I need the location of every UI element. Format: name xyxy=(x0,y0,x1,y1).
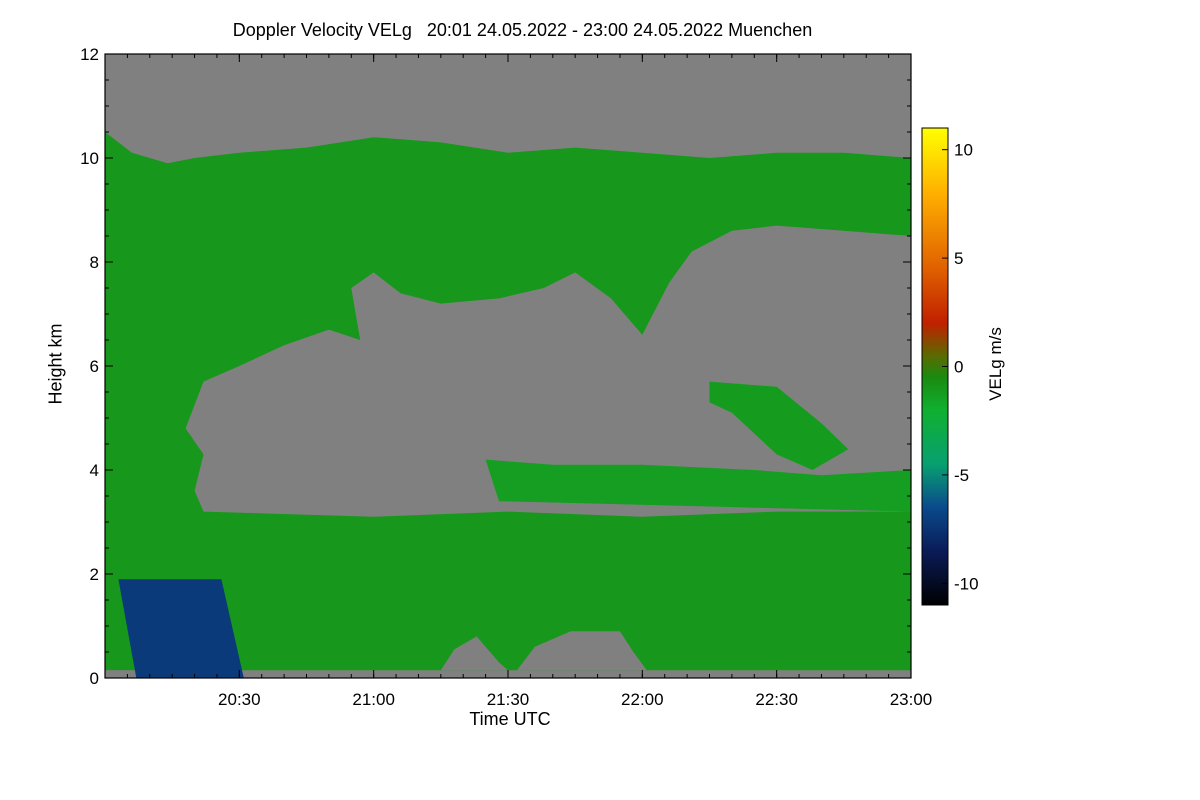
x-tick-label: 23:00 xyxy=(890,690,933,709)
x-tick-label: 21:00 xyxy=(352,690,395,709)
colorbar-axis: -10 -5 0 5 10 xyxy=(942,141,979,593)
region-fall-streak xyxy=(118,579,244,678)
colorbar-tick-label: -10 xyxy=(954,574,979,593)
x-axis-label: Time UTC xyxy=(469,709,551,729)
y-tick-label: 10 xyxy=(80,149,99,168)
region-gap-3 xyxy=(105,670,132,678)
region-lower-mid-band xyxy=(485,459,911,512)
y-tick-label: 2 xyxy=(90,565,99,584)
chart-title: Doppler Velocity VELg 20:01 24.05.2022 -… xyxy=(232,20,813,40)
x-tick-label: 22:00 xyxy=(621,690,664,709)
colorbar-tick-label: 0 xyxy=(954,358,963,377)
velocity-field xyxy=(105,132,911,678)
region-gap-1 xyxy=(440,636,508,671)
region-mid-patch xyxy=(709,381,849,470)
x-tick-label: 22:30 xyxy=(755,690,798,709)
colorbar-tick-label: 10 xyxy=(954,141,973,160)
x-axis: 20:30 21:00 21:30 22:00 22:30 23:00 xyxy=(104,54,933,709)
region-upper-cloud xyxy=(105,132,911,671)
y-tick-label: 4 xyxy=(90,461,99,480)
y-tick-label: 0 xyxy=(90,669,99,688)
colorbar-tick-label: -5 xyxy=(954,466,969,485)
x-tick-label: 20:30 xyxy=(218,690,261,709)
y-tick-label: 12 xyxy=(80,45,99,64)
y-tick-label: 8 xyxy=(90,253,99,272)
y-tick-label: 6 xyxy=(90,357,99,376)
colorbar-tick-label: 5 xyxy=(954,249,963,268)
region-gap-2 xyxy=(517,631,647,671)
x-tick-label: 21:30 xyxy=(487,690,530,709)
y-axis: 0 2 4 6 8 10 12 xyxy=(80,45,911,688)
